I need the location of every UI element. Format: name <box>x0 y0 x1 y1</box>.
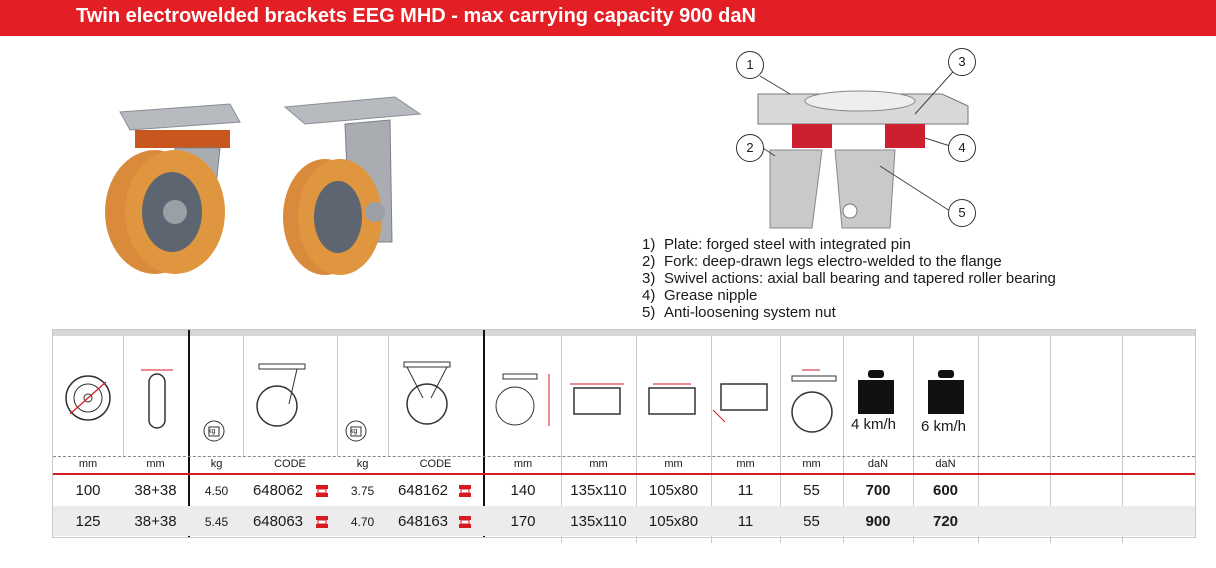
weight-kg-icon <box>345 420 367 442</box>
speed-6-label: 6 km/h <box>921 418 967 435</box>
order-code-icon <box>459 485 471 497</box>
hole-diameter-icon <box>712 383 768 423</box>
overall-height-icon <box>495 373 550 426</box>
unit-label: daN <box>935 458 956 470</box>
order-code-icon <box>459 516 471 528</box>
cutaway-diagram <box>757 63 969 229</box>
fixed-castor-icon <box>403 361 451 425</box>
legend-item: 1) Plate: forged steel with integrated pi… <box>642 236 911 253</box>
table-top-band <box>53 330 1195 336</box>
legend-item: 5) Anti-loosening system nut <box>642 304 836 321</box>
unit-label: mm <box>664 458 683 470</box>
load-weight-icon <box>928 370 964 414</box>
table-header-divider <box>53 473 1195 475</box>
unit-label: mm <box>146 458 165 470</box>
callout-2: 2 <box>736 134 764 162</box>
header-bar <box>0 0 1216 36</box>
unit-label: CODE <box>274 458 306 470</box>
unit-label: kg <box>356 458 369 470</box>
column-divider <box>188 330 190 537</box>
table-row: 125 38+38 5.45 648063 4.70 648163 170 13… <box>53 506 1195 536</box>
parts-legend: 1) Plate: forged steel with integrated pi… <box>642 236 1056 321</box>
column-divider <box>483 330 485 537</box>
legend-item: 4) Grease nipple <box>642 287 758 304</box>
table-row: 100 38+38 4.50 648062 3.75 648162 140 13… <box>75 482 959 499</box>
callout-1: 1 <box>736 51 764 79</box>
callout-5: 5 <box>948 199 976 227</box>
wheel-diameter-icon <box>65 375 111 421</box>
units-row <box>53 456 1195 475</box>
unit-label: kg <box>210 458 223 470</box>
unit-label: CODE <box>419 458 452 470</box>
load-weight-icon <box>858 370 894 414</box>
callout-4: 4 <box>948 134 976 162</box>
legend-item: 2) Fork: deep-drawn legs electro-welded t… <box>642 253 1002 270</box>
swivel-offset-icon <box>791 369 837 433</box>
plate-size-icon <box>570 383 624 415</box>
order-code-icon <box>316 516 328 528</box>
hole-spacing-icon <box>648 383 696 415</box>
unit-label: mm <box>589 458 608 470</box>
unit-label: mm <box>78 458 98 470</box>
swivel-castor-photo <box>105 103 241 274</box>
unit-label: mm <box>736 458 755 470</box>
order-code-icon <box>316 485 328 497</box>
spec-table: kg kg 4 km/h <box>52 329 1196 543</box>
wheel-width-icon <box>141 369 173 429</box>
unit-label: mm <box>802 458 821 470</box>
unit-label: daN <box>867 458 889 470</box>
speed-4-label: 4 km/h <box>851 416 897 433</box>
swivel-castor-icon <box>256 363 306 427</box>
weight-kg-icon-text: kg <box>350 428 358 435</box>
fixed-castor-photo <box>283 96 422 275</box>
legend-item: 3) Swivel actions: axial ball bearing and… <box>642 270 1056 287</box>
weight-kg-icon-text: kg <box>208 428 216 435</box>
weight-kg-icon <box>203 420 225 442</box>
page-title: Twin electrowelded brackets EEG MHD - ma… <box>76 5 756 27</box>
unit-label: mm <box>513 458 533 470</box>
callout-3: 3 <box>948 48 976 76</box>
